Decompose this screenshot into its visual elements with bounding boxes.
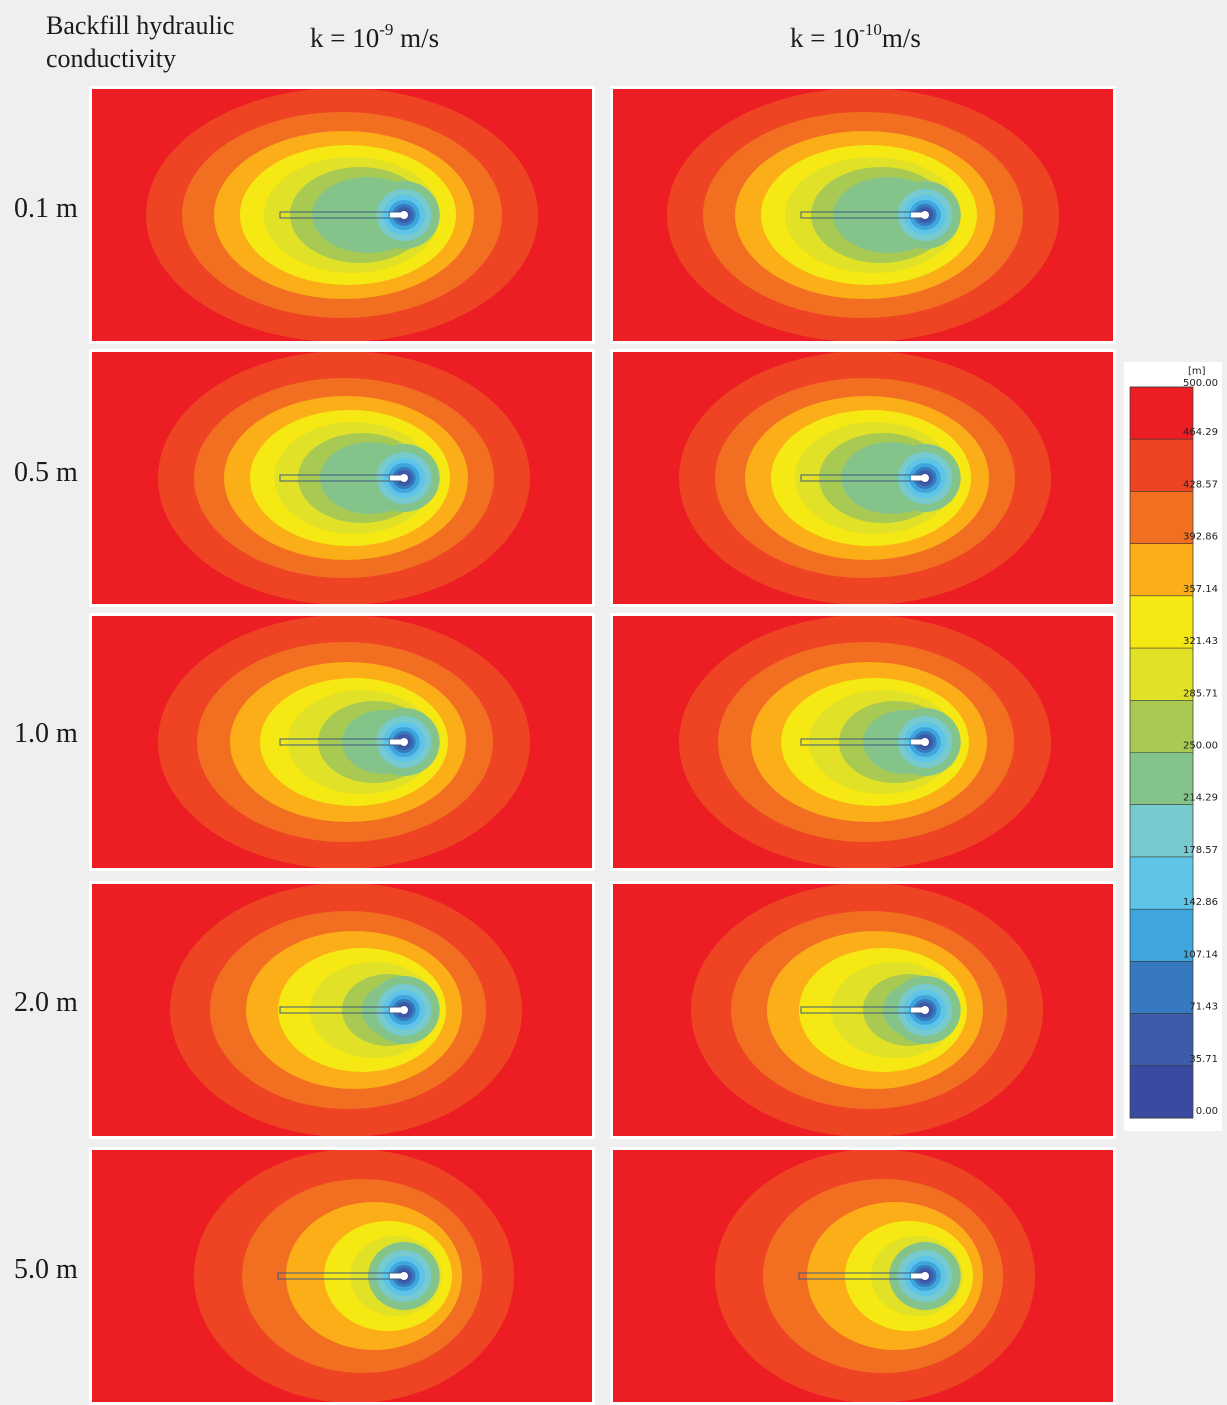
contour-plot: [613, 352, 1113, 604]
legend-swatch: [1130, 543, 1193, 597]
contour-panel: [610, 86, 1116, 344]
deposition-hole: [390, 739, 404, 745]
canister-position: [400, 738, 408, 746]
legend-graphic: [m]500.00 464.29 428.57 392.86 357.14 321.43 2…: [1129, 366, 1218, 1119]
legend-unit: [m]: [1188, 366, 1206, 377]
column-header-exponent: -9: [379, 20, 394, 39]
contour-plot: [613, 1150, 1113, 1402]
deposition-hole: [390, 1007, 404, 1013]
row-label: 1.0 m: [14, 718, 78, 749]
contour-plot: [92, 884, 592, 1136]
column-header-k1e-10: k = 10-10m/s: [790, 20, 921, 54]
legend-tick-label: 142.86: [1183, 897, 1218, 908]
contour-panel: [89, 613, 595, 871]
contour-panel: [610, 349, 1116, 607]
legend-tick-label: 464.29: [1183, 427, 1218, 438]
legend-swatch: [1130, 1013, 1193, 1067]
legend-swatch: [1130, 439, 1193, 492]
legend-tick-label: 392.86: [1183, 532, 1218, 543]
deposition-hole: [911, 1273, 925, 1279]
legend-swatch: [1130, 648, 1193, 701]
contour-plot: [92, 352, 592, 604]
contour-plot: [613, 89, 1113, 341]
contour-panel: [89, 86, 595, 344]
canister-position: [400, 211, 408, 219]
contour-plot: [613, 884, 1113, 1136]
legend-tick-label: 321.43: [1183, 636, 1218, 647]
legend-swatch: [1130, 804, 1193, 858]
contour-plot: [92, 1150, 592, 1402]
legend-tick-label: 285.71: [1183, 688, 1218, 699]
legend-swatch: [1130, 856, 1193, 910]
contour-plot: [92, 89, 592, 341]
canister-position: [921, 1006, 929, 1014]
legend-tick-label: 35.71: [1189, 1054, 1218, 1065]
contour-panel: [89, 881, 595, 1139]
row-label: 0.1 m: [14, 193, 78, 224]
column-header-suffix: m/s: [881, 23, 921, 53]
legend-swatch: [1130, 700, 1193, 753]
canister-position: [921, 474, 929, 482]
legend-tick-label: 107.14: [1183, 949, 1218, 960]
deposition-hole: [911, 212, 925, 218]
legend-tick-label: 500.00: [1183, 378, 1218, 389]
legend-tick-label: 250.00: [1183, 741, 1218, 752]
row-label: 2.0 m: [14, 987, 78, 1018]
canister-position: [400, 474, 408, 482]
legend-swatch: [1130, 491, 1193, 545]
legend-swatch: [1130, 909, 1193, 962]
canister-position: [400, 1272, 408, 1280]
contour-panel: [610, 613, 1116, 871]
canister-position: [400, 1006, 408, 1014]
legend-tick-label: 178.57: [1183, 845, 1218, 856]
contour-panel: [89, 1147, 595, 1405]
color-legend: [m] 500.00 464.29 428.57 392.86 357.14 321.43 2…: [1124, 362, 1222, 1131]
column-header-suffix: m/s: [393, 23, 440, 53]
row-label: 0.5 m: [14, 457, 78, 488]
canister-position: [921, 1272, 929, 1280]
legend-tick-label: 428.57: [1183, 479, 1218, 490]
contour-panel: [610, 1147, 1116, 1405]
corner-label: Backfill hydraulic conductivity: [46, 11, 235, 73]
legend-tick-label: 357.14: [1183, 584, 1218, 595]
contour-plot: [92, 616, 592, 868]
legend-swatch: [1130, 387, 1193, 440]
column-header-prefix: k = 10: [310, 23, 380, 53]
legend-swatch: [1130, 961, 1193, 1015]
deposition-hole: [911, 739, 925, 745]
legend-tick-label: 214.29: [1183, 793, 1218, 804]
deposition-hole: [911, 1007, 925, 1013]
legend-tick-label: 71.43: [1189, 1002, 1218, 1013]
legend-tick-label: 0.00: [1196, 1106, 1218, 1117]
contour-panel: [89, 349, 595, 607]
canister-position: [921, 738, 929, 746]
contour-plot: [613, 616, 1113, 868]
column-header-k1e-9: k = 10-9 m/s: [310, 20, 440, 54]
deposition-hole: [390, 212, 404, 218]
legend-swatch: [1130, 752, 1193, 806]
column-header-prefix: k = 10: [790, 23, 860, 53]
deposition-hole: [390, 475, 404, 481]
legend-swatch: [1130, 1065, 1193, 1119]
column-header-exponent: -10: [859, 20, 882, 39]
deposition-hole: [911, 475, 925, 481]
row-label: 5.0 m: [14, 1254, 78, 1285]
legend-swatch: [1130, 595, 1193, 649]
contour-panel: [610, 881, 1116, 1139]
deposition-hole: [390, 1273, 404, 1279]
canister-position: [921, 211, 929, 219]
